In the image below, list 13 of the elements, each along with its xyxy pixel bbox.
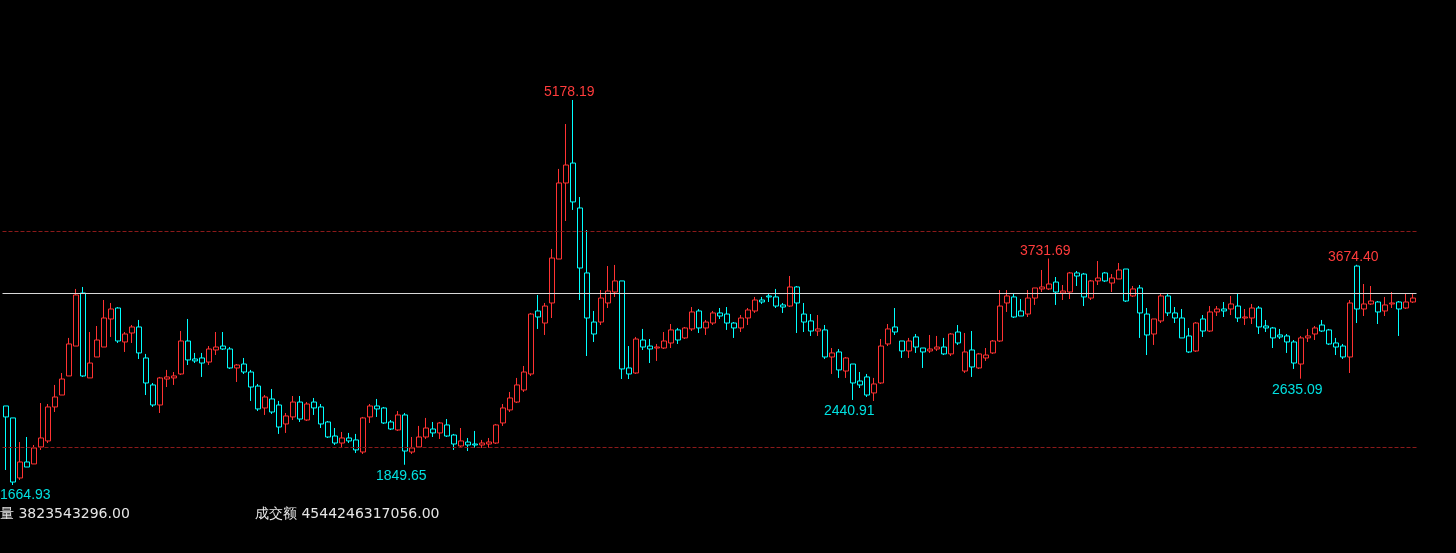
candlestick <box>143 353 149 396</box>
candlestick <box>584 229 590 357</box>
text: 1664.93 <box>0 486 51 502</box>
candlestick <box>59 372 65 396</box>
text: 量 3823543296.00 <box>0 505 130 521</box>
annotation: 3731.69 <box>1020 241 1071 258</box>
annotation: 5178.19 <box>544 83 595 99</box>
annotation: 2440.91 <box>824 401 875 418</box>
annotation: 3674.40 <box>1328 247 1379 264</box>
candlestick <box>577 196 583 301</box>
annotation: 2635.09 <box>1272 380 1323 397</box>
annotation: 1849.65 <box>376 466 427 483</box>
text: 成交额 4544246317056.00 <box>255 505 440 521</box>
